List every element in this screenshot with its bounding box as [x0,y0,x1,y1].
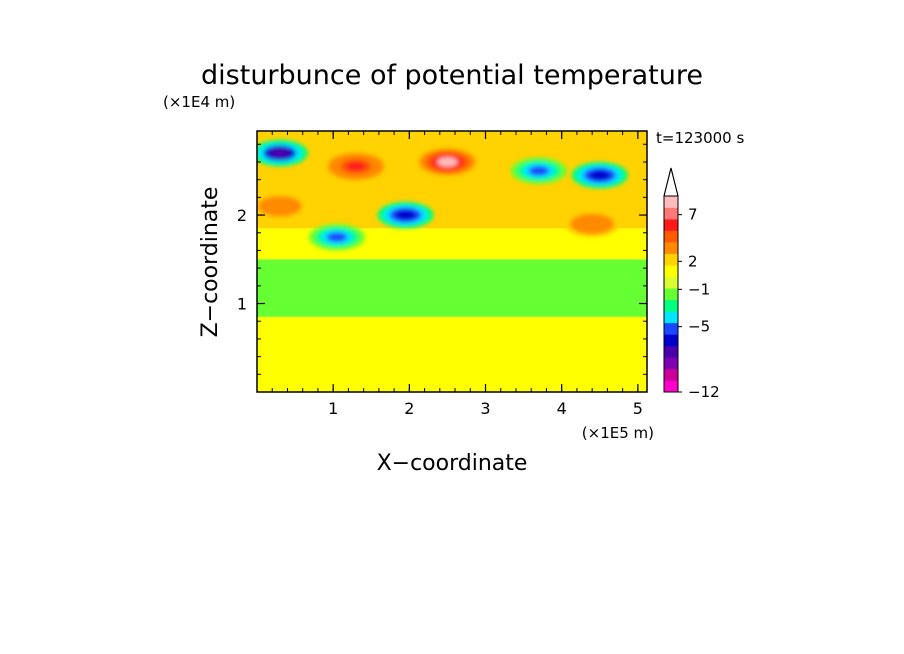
feature-0-level-3 [269,148,291,158]
x-tick-label-2: 2 [404,399,414,418]
time-label: t=123000 s [656,129,744,147]
colorbar-segment-4 [664,334,678,347]
feature-7 [257,193,308,220]
feature-0 [257,139,308,167]
colorbar-segment-2 [664,357,678,370]
feature-8-level-3 [581,219,603,229]
colorbar-segment-15 [664,207,678,220]
colorbar-tick-label-4: −12 [688,383,720,401]
feature-8 [564,210,621,238]
feature-5 [510,157,567,185]
colorbar-tick-label-2: −1 [688,280,710,298]
chart-title: disturbunce of potential temperature [201,60,703,91]
feature-3 [377,201,434,229]
colorbar-tick-label-0: 7 [688,206,698,224]
x-tick-label-5: 5 [633,399,643,418]
x-axis-label: X−coordinate [377,451,528,476]
feature-1-level-3 [345,161,367,172]
field-band-1 [257,259,647,317]
colorbar-extend-arrow [663,167,679,197]
x-unit-label: (×1E5 m) [582,424,654,442]
y-tick-label-2: 2 [237,206,247,225]
colorbar-segment-7 [664,299,678,312]
feature-2 [419,148,476,176]
field-band-0 [257,316,647,392]
colorbar-segment-12 [664,242,678,254]
field-features [257,139,628,251]
y-tick-label-1: 1 [237,295,247,314]
colorbar-segment-6 [664,311,678,324]
colorbar-segment-11 [664,253,678,266]
colorbar-segment-1 [664,368,678,381]
colorbar: 7 2 −1 −5 −12 [663,167,720,401]
colorbar-segment-8 [664,288,678,301]
feature-3-level-3 [395,210,416,220]
x-tick-label-1: 1 [328,399,338,418]
x-tick-label-3: 3 [480,399,490,418]
feature-6-level-3 [589,170,610,181]
feature-6 [571,162,628,189]
feature-1 [327,153,385,180]
colorbar-segment-3 [664,345,678,358]
y-axis: 12 [237,143,647,375]
colorbar-frame [663,167,679,393]
colorbar-tick-label-1: 2 [688,252,698,270]
y-unit-label: (×1E4 m) [163,93,235,111]
colorbar-segment-5 [664,322,678,335]
colorbar-segment-10 [664,265,678,278]
colorbar-segment-16 [664,196,678,208]
feature-7-level-3 [269,201,291,212]
x-axis: 1 2 3 4 5 [271,131,643,418]
colorbar-segment-14 [664,219,678,231]
feature-5-level-3 [528,166,550,176]
colorbar-segment-13 [664,230,678,243]
colorbar-segment-9 [664,276,678,289]
colorbar-segment-0 [664,380,678,393]
plot-area [257,131,647,392]
feature-4 [308,223,366,251]
feature-2-level-3 [437,157,458,167]
x-tick-label-4: 4 [557,399,567,418]
feature-4-level-3 [326,232,348,242]
y-axis-label: Z−coordinate [198,187,223,338]
colorbar-tick-label-3: −5 [688,318,710,336]
plot-frame [256,130,648,393]
